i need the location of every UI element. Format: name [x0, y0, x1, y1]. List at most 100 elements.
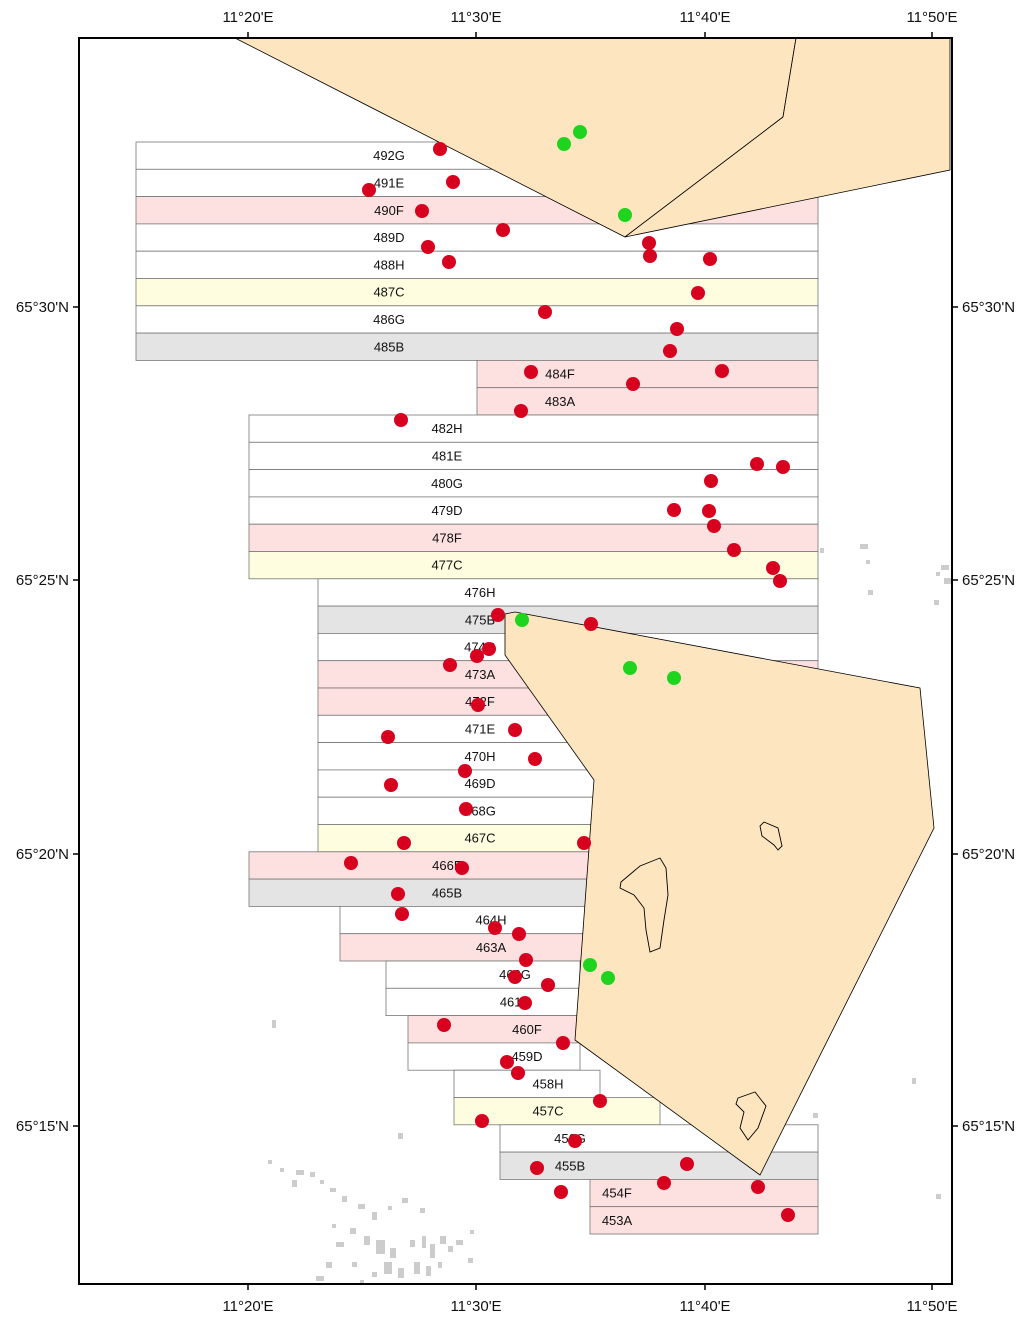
- red-sample-point: [773, 574, 787, 588]
- red-sample-point: [443, 658, 457, 672]
- lat-label-right: 65°15'N: [962, 1118, 1015, 1135]
- exclusion-zones: [234, 37, 951, 1176]
- strip-label: 482H: [431, 421, 462, 436]
- red-sample-point: [395, 907, 409, 921]
- strip-label: 470H: [464, 749, 495, 764]
- strip-label: 478F: [432, 530, 462, 545]
- red-sample-point: [488, 921, 502, 935]
- island-outline: [735, 1091, 767, 1141]
- survey-strip-464H: [339, 906, 591, 935]
- lat-label-left: 65°15'N: [16, 1118, 69, 1135]
- red-sample-point: [715, 364, 729, 378]
- green-sample-point: [601, 971, 615, 985]
- strip-label: 465B: [432, 885, 462, 900]
- survey-strip-477C: [248, 551, 819, 580]
- strip-label: 467C: [464, 831, 495, 846]
- red-sample-point: [496, 223, 510, 237]
- lat-label-right: 65°20'N: [962, 846, 1015, 863]
- red-sample-point: [707, 519, 721, 533]
- red-sample-point: [394, 413, 408, 427]
- red-sample-point: [446, 175, 460, 189]
- survey-strip-459D: [407, 1042, 581, 1071]
- red-sample-point: [455, 861, 469, 875]
- red-sample-point: [776, 460, 790, 474]
- red-sample-point: [514, 404, 528, 418]
- lat-label-left: 65°25'N: [16, 572, 69, 589]
- island-outline: [759, 821, 783, 851]
- green-sample-point: [623, 661, 637, 675]
- strip-label: 490F: [374, 203, 404, 218]
- strip-label: 484F: [545, 367, 575, 382]
- survey-strip-485B: [135, 332, 819, 361]
- red-sample-point: [766, 561, 780, 575]
- green-sample-point: [618, 208, 632, 222]
- red-sample-point: [433, 142, 447, 156]
- strip-label: 460F: [512, 1022, 542, 1037]
- survey-strip-481E: [248, 441, 819, 470]
- red-sample-point: [702, 504, 716, 518]
- red-sample-point: [421, 240, 435, 254]
- islets: [268, 255, 951, 1284]
- red-sample-point: [512, 927, 526, 941]
- red-sample-point: [519, 953, 533, 967]
- green-sample-point: [583, 958, 597, 972]
- red-sample-point: [384, 778, 398, 792]
- survey-strip-458H: [453, 1069, 601, 1098]
- lat-label-right: 65°30'N: [962, 299, 1015, 316]
- red-sample-point: [593, 1094, 607, 1108]
- green-sample-point: [667, 671, 681, 685]
- red-sample-point: [577, 836, 591, 850]
- strip-label: 475B: [465, 612, 495, 627]
- red-sample-point: [691, 286, 705, 300]
- survey-strip-478F: [248, 523, 819, 552]
- red-sample-point: [626, 377, 640, 391]
- strip-label: 454F: [602, 1186, 632, 1201]
- red-sample-point: [541, 978, 555, 992]
- red-sample-point: [751, 1180, 765, 1194]
- strip-label: 481E: [432, 448, 463, 463]
- strip-label: 455B: [555, 1158, 585, 1173]
- red-sample-point: [524, 365, 538, 379]
- map-frame: [78, 37, 953, 1285]
- strip-label: 469D: [464, 776, 495, 791]
- red-sample-point: [528, 752, 542, 766]
- red-sample-point: [518, 996, 532, 1010]
- strip-label: 487C: [373, 285, 404, 300]
- red-sample-point: [538, 305, 552, 319]
- red-sample-point: [727, 543, 741, 557]
- red-sample-point: [458, 764, 472, 778]
- red-sample-point: [381, 730, 395, 744]
- red-sample-point: [568, 1134, 582, 1148]
- strip-label: 471E: [465, 722, 496, 737]
- strip-label: 466F: [432, 858, 462, 873]
- red-sample-point: [530, 1161, 544, 1175]
- red-sample-point: [680, 1157, 694, 1171]
- lat-label-left: 65°30'N: [16, 299, 69, 316]
- lon-label-top: 11°30'E: [450, 9, 501, 26]
- survey-strip-455B: [499, 1151, 819, 1180]
- red-sample-point: [459, 802, 473, 816]
- red-sample-point: [663, 344, 677, 358]
- red-sample-point: [442, 255, 456, 269]
- survey-strip-461E: [385, 987, 581, 1016]
- red-sample-point: [471, 698, 485, 712]
- strip-label: 491E: [374, 176, 405, 191]
- survey-strip-453A: [589, 1206, 819, 1235]
- strip-label: 483A: [545, 394, 576, 409]
- red-sample-point: [470, 649, 484, 663]
- red-sample-point: [704, 474, 718, 488]
- red-sample-point: [491, 608, 505, 622]
- red-sample-point: [482, 642, 496, 656]
- strip-label: 453A: [602, 1213, 633, 1228]
- strip-label: 459D: [511, 1049, 542, 1064]
- survey-strip-454F: [589, 1179, 819, 1208]
- strip-label: 489D: [373, 230, 404, 245]
- red-sample-point: [554, 1185, 568, 1199]
- red-sample-point: [508, 723, 522, 737]
- sample-points: [344, 125, 795, 1222]
- red-sample-point: [750, 457, 764, 471]
- strip-label: 463A: [476, 940, 507, 955]
- strip-label: 485B: [374, 339, 404, 354]
- island-outline: [619, 857, 669, 953]
